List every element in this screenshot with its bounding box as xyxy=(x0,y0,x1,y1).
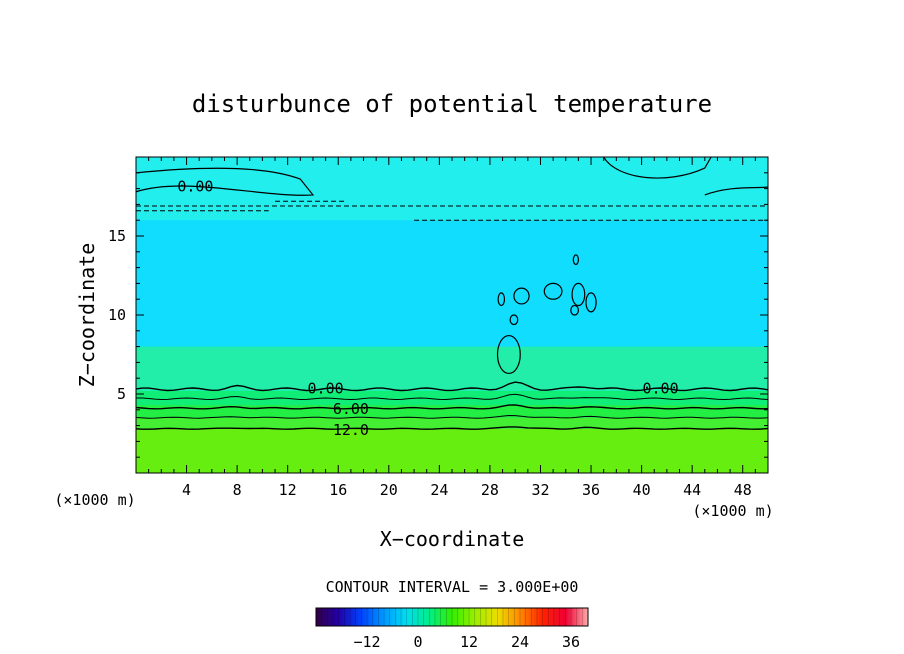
contour-label-3: 6.00 xyxy=(333,400,369,418)
x-tick-label-5: 24 xyxy=(430,481,448,499)
color-band-1 xyxy=(136,417,768,429)
y-axis-label: Z−coordinate xyxy=(75,243,99,388)
x-tick-label-8: 36 xyxy=(582,481,600,499)
contour-upper-left xyxy=(135,167,315,196)
contour-cell-5 xyxy=(585,292,597,313)
contour-label-1: 0.00 xyxy=(308,380,344,398)
x-tick-label-4: 20 xyxy=(380,481,398,499)
x-tick-label-2: 12 xyxy=(279,481,297,499)
x-tick-label-11: 48 xyxy=(734,481,752,499)
x-unit-label-right: (×1000 m) xyxy=(692,502,773,520)
contour-upper-right xyxy=(603,156,712,179)
contour-cell-1 xyxy=(497,292,506,307)
color-band-5 xyxy=(136,220,768,347)
x-tick-label-9: 40 xyxy=(633,481,651,499)
colorbar-tick-label-0: −12 xyxy=(353,633,380,651)
contour-cell-6 xyxy=(572,254,579,266)
contour-cell-0 xyxy=(496,334,521,375)
contour-line-1 xyxy=(136,393,769,401)
contour-interval-label: CONTOUR INTERVAL = 3.000E+00 xyxy=(326,578,579,596)
x-axis-label: X−coordinate xyxy=(380,527,525,551)
contour-line-2 xyxy=(135,404,769,410)
contour-label-2: 0.00 xyxy=(642,380,678,398)
contour-cell-3 xyxy=(543,282,563,300)
contour-cell-8 xyxy=(570,304,579,316)
y-tick-label-0: 5 xyxy=(117,385,126,403)
y-tick-label-1: 10 xyxy=(108,306,126,324)
chart-title: disturbunce of potential temperature xyxy=(192,90,712,118)
x-unit-label-left: (×1000 m) xyxy=(54,491,135,509)
colorbar-tick-label-2: 12 xyxy=(460,633,478,651)
contour-line-4 xyxy=(135,426,769,430)
color-band-4 xyxy=(136,346,768,391)
contour-label-4: 12.0 xyxy=(333,421,369,439)
colorbar-tick-label-4: 36 xyxy=(562,633,580,651)
contour-cell-4 xyxy=(571,282,586,307)
x-tick-label-7: 32 xyxy=(531,481,549,499)
x-tick-label-6: 28 xyxy=(481,481,499,499)
x-tick-label-1: 8 xyxy=(233,481,242,499)
x-tick-label-0: 4 xyxy=(182,481,191,499)
x-tick-label-3: 16 xyxy=(329,481,347,499)
color-band-6 xyxy=(136,157,768,221)
colorbar-tick-label-3: 24 xyxy=(511,633,529,651)
contour-cell-2 xyxy=(513,287,530,305)
contour-upper-right-2 xyxy=(704,186,769,196)
color-band-3 xyxy=(136,390,768,406)
contour-cell-7 xyxy=(509,314,519,326)
contour-line-0 xyxy=(135,381,769,392)
colorbar-tick-label-1: 0 xyxy=(413,633,422,651)
colorbar xyxy=(315,607,589,627)
x-tick-label-10: 44 xyxy=(683,481,701,499)
y-tick-label-2: 15 xyxy=(108,227,126,245)
contour-line-3 xyxy=(135,414,769,419)
contour-label-0: 0.00 xyxy=(177,177,213,195)
color-band-0 xyxy=(136,428,768,473)
